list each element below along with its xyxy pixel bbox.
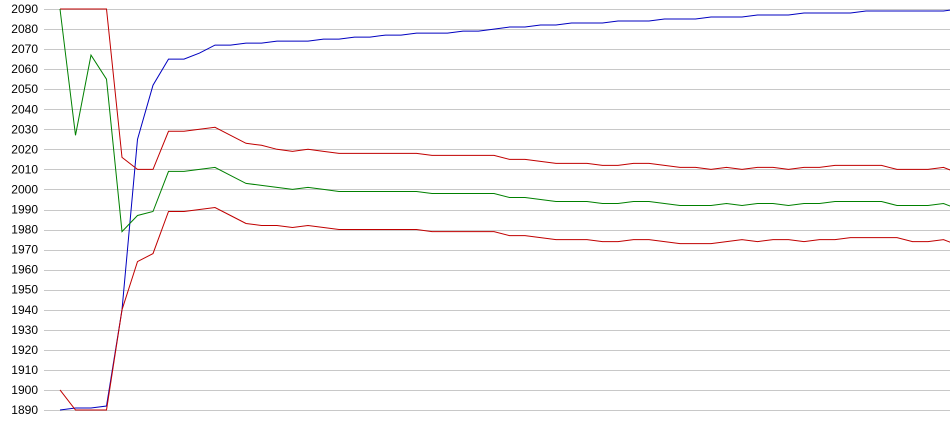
y-tick-label: 1970 [11,243,38,257]
y-tick-label: 2080 [11,22,38,36]
series-line-blue [59,9,950,411]
y-tick-label: 2090 [11,2,38,16]
series-line-lower-red [59,206,950,411]
y-tick-label: 1910 [11,363,38,377]
y-tick-label: 1890 [11,403,38,417]
y-tick-label: 2050 [11,82,38,96]
y-tick-label: 2030 [11,122,38,136]
y-tick-label: 2060 [11,62,38,76]
y-tick-label: 1980 [11,223,38,237]
y-tick-label: 2020 [11,142,38,156]
y-tick-label: 1930 [11,323,38,337]
y-tick-label: 1960 [11,263,38,277]
y-tick-label: 1920 [11,343,38,357]
y-tick-label: 1950 [11,283,38,297]
y-tick-label: 2000 [11,182,38,196]
y-tick-label: 1940 [11,303,38,317]
y-tick-label: 2070 [11,42,38,56]
y-tick-label: 1900 [11,383,38,397]
series-line-green [59,8,950,233]
gridlines [44,9,950,411]
series-line-upper-red [60,8,950,171]
y-tick-label: 2040 [11,102,38,116]
series-lines [59,8,950,411]
y-tick-label: 1990 [11,203,38,217]
y-axis-tick-labels: 1890 1900 1910 1920 1930 1940 1950 1960 1970 1980… [11,2,38,417]
y-tick-label: 2010 [11,162,38,176]
